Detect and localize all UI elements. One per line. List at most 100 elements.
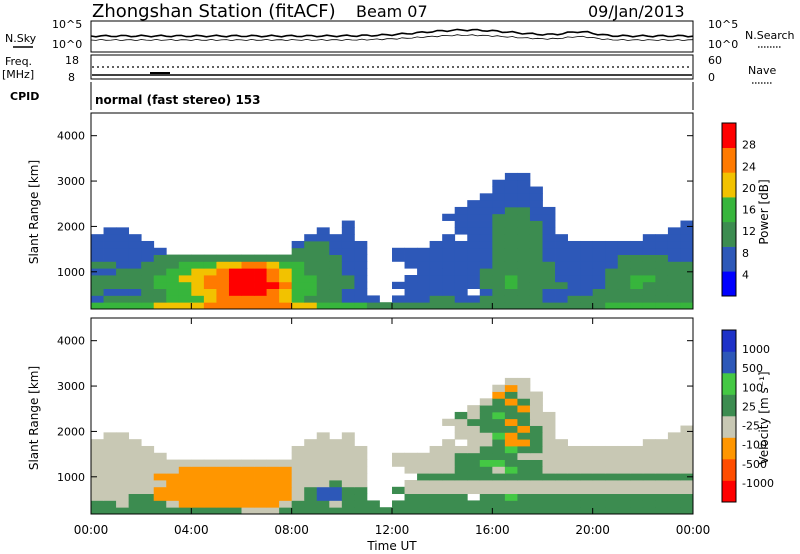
heatmap-cell bbox=[529, 288, 543, 296]
heatmap-cell bbox=[228, 466, 242, 474]
heatmap-cell bbox=[617, 240, 631, 249]
heatmap-cell bbox=[479, 200, 493, 208]
heatmap-cell bbox=[605, 302, 619, 310]
heatmap-cell bbox=[354, 507, 368, 515]
heatmap-cell bbox=[91, 261, 104, 269]
heatmap-cell bbox=[166, 261, 180, 269]
heatmap-cell bbox=[592, 240, 606, 249]
heatmap-cell bbox=[153, 288, 167, 296]
heatmap-cell bbox=[341, 473, 355, 481]
heatmap-cell bbox=[504, 473, 518, 481]
heatmap-cell bbox=[392, 500, 405, 508]
heatmap-cell bbox=[680, 466, 694, 474]
heatmap-cell bbox=[354, 493, 368, 501]
heatmap-cell bbox=[592, 281, 606, 290]
heatmap-cell bbox=[153, 275, 167, 283]
heatmap-cell bbox=[316, 459, 330, 467]
heatmap-cell bbox=[141, 295, 155, 303]
heatmap-cell bbox=[592, 261, 606, 269]
heatmap-cell bbox=[442, 295, 456, 303]
heatmap-cell bbox=[617, 268, 631, 276]
heatmap-cell bbox=[655, 507, 669, 515]
heatmap-cell bbox=[166, 486, 180, 495]
heatmap-cell bbox=[316, 254, 330, 262]
heatmap-cell bbox=[128, 234, 142, 242]
heatmap-cell bbox=[404, 480, 418, 488]
heatmap-cell bbox=[354, 254, 368, 262]
heatmap-cell bbox=[91, 247, 104, 255]
heatmap-cell bbox=[479, 206, 493, 215]
heatmap-cell bbox=[141, 445, 155, 454]
heatmap-cell bbox=[479, 432, 493, 440]
xtick-label: 00:00 bbox=[676, 523, 711, 537]
heatmap-cell bbox=[517, 268, 531, 276]
sky-tick-bottom-left: 10^0 bbox=[52, 38, 82, 51]
heatmap-cell bbox=[254, 486, 267, 495]
heatmap-cell bbox=[555, 275, 568, 283]
heatmap-cell bbox=[354, 473, 368, 481]
heatmap-cell bbox=[454, 281, 468, 290]
heatmap-cell bbox=[254, 459, 267, 467]
heatmap-cell bbox=[228, 459, 242, 467]
heatmap-cell bbox=[228, 295, 242, 303]
heatmap-cell bbox=[517, 288, 531, 296]
heatmap-cell bbox=[555, 234, 568, 242]
heatmap-cell bbox=[442, 268, 456, 276]
time-axis-label: Time UT bbox=[366, 539, 417, 553]
xtick-label: 08:00 bbox=[274, 523, 309, 537]
heatmap-cell bbox=[354, 240, 368, 249]
heatmap-cell bbox=[504, 172, 518, 181]
heatmap-cell bbox=[567, 466, 581, 474]
heatmap-cell bbox=[454, 418, 468, 426]
heatmap-cell bbox=[542, 480, 556, 488]
heatmap-cell bbox=[580, 268, 594, 276]
heatmap-cell bbox=[567, 486, 581, 495]
heatmap-cell bbox=[529, 186, 543, 194]
heatmap-cell bbox=[492, 179, 506, 187]
heatmap-cell bbox=[555, 268, 568, 276]
heatmap-cell bbox=[266, 268, 280, 276]
heatmap-cell bbox=[467, 220, 481, 228]
heatmap-cell bbox=[529, 193, 543, 201]
heatmap-cell bbox=[617, 302, 631, 310]
heatmap-cell bbox=[542, 507, 556, 515]
heatmap-cell bbox=[580, 466, 594, 474]
heatmap-cell bbox=[454, 227, 468, 235]
heatmap-cell bbox=[141, 486, 155, 495]
heatmap-cell bbox=[404, 295, 418, 303]
heatmap-cell bbox=[429, 247, 443, 255]
heatmap-cell bbox=[617, 288, 631, 296]
heatmap-cell bbox=[680, 247, 694, 255]
heatmap-cell bbox=[166, 288, 180, 296]
heatmap-cell bbox=[492, 227, 506, 235]
heatmap-cell bbox=[655, 302, 669, 310]
heatmap-cell bbox=[542, 425, 556, 433]
heatmap-cell bbox=[128, 473, 142, 481]
heatmap-cell bbox=[304, 254, 318, 262]
heatmap-cell bbox=[178, 268, 192, 276]
heatmap-cell bbox=[116, 268, 130, 276]
heatmap-cell bbox=[304, 500, 318, 508]
heatmap-cell bbox=[141, 466, 155, 474]
heatmap-cell bbox=[442, 288, 456, 296]
heatmap-cell bbox=[642, 493, 656, 501]
heatmap-cell bbox=[680, 439, 694, 447]
heatmap-cell bbox=[605, 445, 619, 454]
heatmap-cell bbox=[404, 281, 418, 290]
heatmap-cell bbox=[467, 405, 481, 413]
freq-tick-top: 18 bbox=[65, 54, 79, 67]
heatmap-cell bbox=[329, 473, 343, 481]
heatmap-cell bbox=[492, 418, 506, 426]
heatmap-cell bbox=[479, 459, 493, 467]
heatmap-cell bbox=[529, 452, 543, 460]
heatmap-cell bbox=[241, 254, 255, 262]
heatmap-cell bbox=[504, 493, 518, 501]
heatmap-cell bbox=[128, 261, 142, 269]
heatmap-cell bbox=[216, 254, 230, 262]
heatmap-cell bbox=[517, 186, 531, 194]
heatmap-cell bbox=[442, 480, 456, 488]
heatmap-cell bbox=[642, 452, 656, 460]
heatmap-cell bbox=[454, 507, 468, 515]
heatmap-cell bbox=[103, 247, 117, 255]
heatmap-cell bbox=[429, 480, 443, 488]
